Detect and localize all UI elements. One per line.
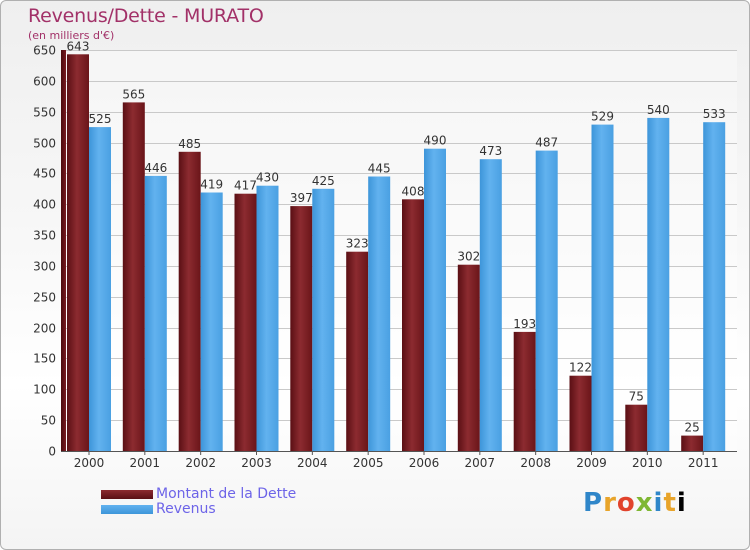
- legend-label-revenus: Revenus: [156, 501, 216, 517]
- bar-debt: [681, 435, 704, 451]
- value-label-revenus: 487: [535, 136, 558, 150]
- value-label-revenus: 419: [200, 178, 223, 192]
- x-tick-label: 2003: [241, 456, 272, 470]
- bar-debt: [234, 193, 257, 451]
- bar-revenus: [368, 176, 391, 451]
- y-tick-label: 300: [33, 260, 56, 274]
- value-label-debt: 25: [685, 421, 700, 435]
- value-label-debt: 408: [402, 184, 425, 198]
- proxiti-logo: Proxiti: [583, 488, 687, 518]
- value-label-debt: 302: [457, 250, 480, 264]
- x-tick-label: 2007: [465, 456, 496, 470]
- x-tick-label: 2005: [353, 456, 384, 470]
- bar-debt: [402, 199, 424, 451]
- value-label-debt: 397: [290, 191, 313, 205]
- y-tick-label: 450: [33, 167, 56, 181]
- bar-revenus: [479, 159, 502, 451]
- value-label-debt: 565: [122, 87, 145, 101]
- value-label-debt: 323: [346, 237, 369, 251]
- y-tick-label: 100: [33, 383, 56, 397]
- chart-title: Revenus/Dette - MURATO: [28, 5, 264, 27]
- y-tick-label: 650: [33, 44, 56, 58]
- bar-debt: [178, 151, 201, 452]
- bar-revenus: [591, 124, 614, 451]
- bar-debt: [457, 264, 480, 451]
- value-label-revenus: 490: [424, 134, 447, 148]
- value-label-debt: 417: [234, 179, 257, 193]
- value-label-revenus: 529: [591, 110, 614, 124]
- x-tick-label: 2002: [185, 456, 216, 470]
- value-label-revenus: 430: [256, 171, 279, 185]
- bar-debt: [122, 102, 145, 452]
- value-label-revenus: 446: [144, 161, 167, 175]
- x-tick-label: 2011: [688, 456, 719, 470]
- legend-swatch-revenus: [101, 505, 153, 514]
- x-tick-label: 2004: [297, 456, 328, 470]
- value-label-debt: 643: [67, 39, 90, 53]
- plot-left-wall: [61, 50, 66, 451]
- y-tick-label: 500: [33, 137, 56, 151]
- plot-area: [61, 50, 737, 451]
- legend-label-debt: Montant de la Dette: [156, 486, 297, 502]
- y-tick-label: 600: [33, 75, 56, 89]
- bar-revenus: [256, 185, 279, 451]
- y-tick-label: 550: [33, 106, 56, 120]
- x-tick-label: 2006: [409, 456, 440, 470]
- bar-revenus: [144, 175, 167, 451]
- bar-debt: [346, 251, 369, 451]
- bar-revenus: [703, 122, 726, 451]
- x-tick-label: 2009: [576, 456, 607, 470]
- x-tick-label: 2001: [130, 456, 161, 470]
- bar-debt: [67, 54, 89, 452]
- chart-subtitle: (en milliers d'€): [28, 29, 115, 42]
- x-tick-label: 2000: [74, 456, 105, 470]
- value-label-debt: 75: [629, 390, 644, 404]
- bar-revenus: [89, 127, 111, 451]
- value-label-revenus: 425: [312, 174, 335, 188]
- value-label-revenus: 473: [479, 144, 502, 158]
- y-tick-label: 50: [41, 414, 56, 428]
- y-tick-label: 200: [33, 322, 56, 336]
- bar-revenus: [200, 192, 223, 451]
- legend-swatch-debt: [101, 490, 153, 499]
- y-tick-label: 350: [33, 229, 56, 243]
- x-tick-label: 2008: [520, 456, 551, 470]
- value-label-revenus: 525: [89, 112, 112, 126]
- bar-debt: [290, 206, 313, 451]
- value-label-debt: 193: [513, 317, 536, 331]
- bar-debt: [513, 331, 536, 451]
- x-tick-label: 2010: [632, 456, 663, 470]
- y-tick-label: 150: [33, 352, 56, 366]
- y-tick-label: 400: [33, 198, 56, 212]
- bar-revenus: [424, 148, 446, 451]
- y-tick-label: 0: [48, 445, 56, 459]
- y-tick-label: 250: [33, 291, 56, 305]
- bar-debt: [569, 375, 592, 451]
- value-label-debt: 122: [569, 361, 592, 375]
- value-label-debt: 485: [178, 137, 201, 151]
- bar-revenus: [535, 150, 558, 451]
- value-label-revenus: 445: [368, 162, 391, 176]
- bar-revenus: [647, 117, 670, 452]
- value-label-revenus: 540: [647, 103, 670, 117]
- bar-debt: [625, 404, 648, 451]
- bar-revenus: [312, 188, 335, 452]
- value-label-revenus: 533: [703, 107, 726, 121]
